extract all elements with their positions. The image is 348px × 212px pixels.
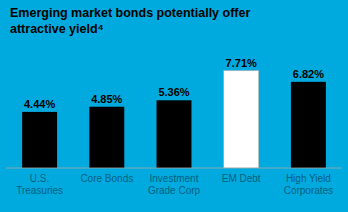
title-line: attractive yield⁴ [10,22,104,36]
x-tick-label: Core Bonds [80,173,133,184]
x-tick-label-line: Investment [150,173,199,184]
bar [224,71,259,168]
data-label: 7.71% [226,57,257,69]
x-tick-label-line: Corporates [284,185,333,196]
x-tick-label-line: U.S. [30,173,49,184]
chart-container: Emerging market bonds potentially offer a… [0,0,348,212]
x-tick-label-line: Grade Corp [148,185,201,196]
title-line: Emerging market bonds potentially offer [10,6,250,20]
data-label: 4.85% [91,93,122,105]
data-label: 4.44% [24,98,55,110]
bars [22,71,326,168]
chart: Emerging market bonds potentially offer a… [0,0,348,212]
title: Emerging market bonds potentially offer a… [10,6,250,36]
x-tick-label: High YieldCorporates [284,173,333,196]
x-tick-label: InvestmentGrade Corp [148,173,201,196]
background [0,0,348,212]
x-tick-label-line: Treasuries [16,185,63,196]
bar [89,107,124,168]
x-tick-label: U.S.Treasuries [16,173,63,196]
bar [291,82,326,168]
x-tick-label-line: Core Bonds [80,173,133,184]
x-tick-label-line: High Yield [286,173,331,184]
data-label: 6.82% [293,68,324,80]
x-axis-line [6,168,342,169]
bar [22,112,57,168]
x-tick-label-line: EM Debt [222,173,261,184]
bar [157,100,192,168]
x-tick-label: EM Debt [222,173,261,184]
data-label: 5.36% [158,86,189,98]
